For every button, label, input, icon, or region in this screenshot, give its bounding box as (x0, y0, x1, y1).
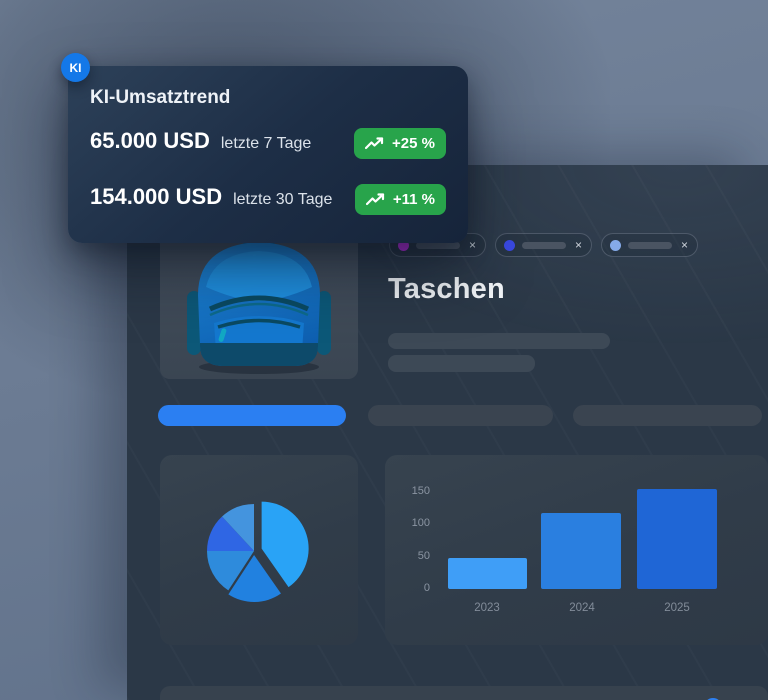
pie-slice (207, 551, 254, 591)
trend-badge: +11 % (354, 184, 446, 215)
tab-pill-inactive-1[interactable] (368, 405, 553, 426)
pie-chart-card (160, 455, 358, 645)
chip-color-dot (610, 239, 622, 251)
bar-2025 (637, 489, 717, 589)
bar-x-label: 2023 (474, 602, 500, 614)
chip-color-dot (504, 239, 516, 251)
pie-chart (207, 501, 309, 602)
ai-card-title: KI-Umsatztrend (90, 87, 231, 108)
bar-chart-card: 0 50 100 150 2023 2024 2025 (385, 455, 768, 645)
metric-value: 65.000 USD (90, 128, 210, 153)
text-skeleton-line (388, 355, 535, 372)
dashboard-panel: × × × Taschen 0 50 100 150 2023 2024 2025 (127, 165, 768, 700)
trend-change-label: +11 % (392, 191, 435, 208)
chip-color-dot (398, 239, 409, 251)
next-row-card-edge (160, 686, 768, 700)
ai-revenue-card: KI KI-Umsatztrend 65.000 USD letzte 7 Ta… (61, 53, 468, 243)
chip-close-icon[interactable]: × (681, 238, 689, 252)
chip-label-skeleton (416, 241, 460, 249)
backpack-image (187, 234, 331, 374)
pie-slice (228, 554, 281, 602)
filter-chip[interactable]: × (601, 233, 699, 257)
bar-y-tick: 100 (411, 517, 430, 530)
chip-close-icon[interactable]: × (469, 238, 477, 252)
tab-pill-inactive-2[interactable] (573, 405, 762, 426)
metric-row: 154.000 USD letzte 30 Tage +11 % (90, 184, 446, 218)
text-skeleton-line (388, 333, 610, 349)
trend-badge: +25 % (354, 128, 446, 159)
trending-up-icon (365, 193, 384, 206)
bar-y-tick: 150 (411, 485, 430, 497)
bar-x-label: 2025 (664, 602, 690, 614)
filter-chip-row: × × × (389, 233, 699, 257)
pie-slice (207, 516, 254, 551)
ai-badge: KI (61, 53, 90, 82)
metric-value: 154.000 USD (90, 184, 223, 209)
filter-chip[interactable]: × (495, 233, 593, 257)
bar-2023 (448, 558, 527, 589)
metric-period: letzte 30 Tage (233, 191, 333, 208)
page-title: Taschen (388, 273, 505, 305)
tab-pill-active[interactable] (158, 405, 346, 426)
chip-close-icon[interactable]: × (575, 238, 583, 252)
metric-period: letzte 7 Tage (220, 135, 312, 152)
bar-y-tick: 0 (423, 582, 430, 594)
trending-up-icon (365, 137, 384, 150)
bar-2024 (541, 513, 621, 589)
pie-slice (222, 504, 254, 551)
trend-change-label: +25 % (392, 135, 435, 152)
bar-x-label: 2024 (569, 602, 595, 614)
bar-y-tick: 50 (417, 549, 430, 562)
metric-row: 65.000 USD letzte 7 Tage +25 % (90, 128, 446, 162)
pie-slice (261, 501, 309, 588)
chip-label-skeleton (522, 241, 567, 249)
product-image-card[interactable] (160, 225, 358, 379)
floating-action-button[interactable] (704, 698, 722, 700)
chip-label-skeleton (628, 241, 673, 249)
